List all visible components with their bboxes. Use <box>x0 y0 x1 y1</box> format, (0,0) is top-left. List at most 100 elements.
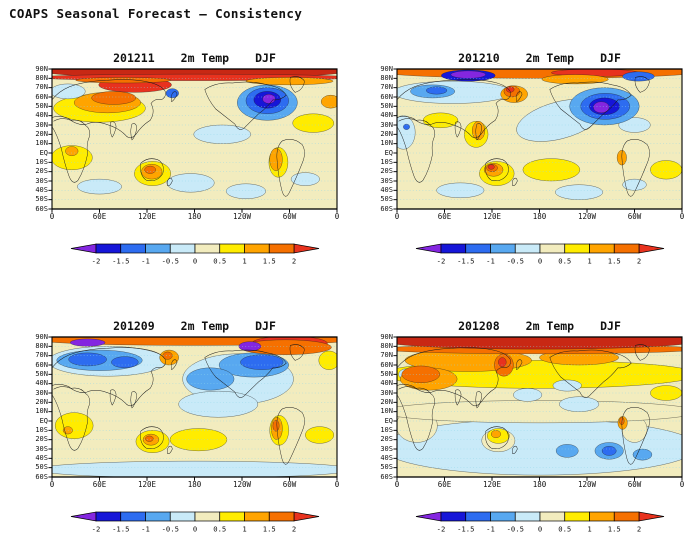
panel-title-variable: 2m Temp <box>180 51 230 65</box>
lat-axis-label: EQ <box>384 148 393 157</box>
lon-axis-label: 120W <box>232 212 252 221</box>
colorbar-segment <box>194 511 220 522</box>
panel-title: 201211 2m Temp DJF <box>52 51 337 65</box>
colorbar-segment <box>514 243 540 254</box>
colorbar-label: -2 <box>436 525 445 534</box>
anomaly-blob-mblue <box>240 354 284 370</box>
anomaly-blob-red <box>487 164 495 170</box>
lat-axis-label: 30S <box>35 176 48 185</box>
lat-axis-label: 20S <box>35 435 48 444</box>
anomaly-blob-pale <box>52 460 337 477</box>
anomaly-blob-mblue <box>68 352 107 367</box>
colorbar-above-arrow <box>638 243 664 254</box>
lon-axis: 0 60E 120E 180 120W 60W 0 <box>49 480 340 490</box>
colorbar: -2 -1.5 -1 -0.5 0 0.5 1 1.5 2 <box>70 243 319 266</box>
lat-axis-label: 30S <box>380 176 393 185</box>
colorbar-label: 2 <box>291 257 295 266</box>
lat-axis-label: EQ <box>384 416 393 425</box>
colorbar-label: -2 <box>91 257 100 266</box>
lat-axis-label: 30N <box>380 120 393 129</box>
colorbar-segment <box>268 511 294 522</box>
map-canvas <box>393 68 683 213</box>
lat-axis-label: 50N <box>35 101 48 110</box>
anomaly-blob-pale <box>552 379 582 392</box>
anomaly-blob-mblue <box>601 446 617 456</box>
lon-axis-label: 120W <box>232 480 252 489</box>
map-canvas <box>48 336 338 481</box>
colorbar-segment <box>119 511 146 522</box>
lat-axis-label: 40S <box>380 185 393 194</box>
lat-axis-label: 20S <box>35 167 48 176</box>
lat-axis-label: 10N <box>380 407 393 416</box>
colorbar-label: -0.5 <box>161 525 178 534</box>
lat-axis-label: 60N <box>35 92 48 101</box>
colorbar-segment <box>243 511 270 522</box>
lat-axis-label: 40N <box>35 111 48 120</box>
anomaly-blob-orange <box>269 148 283 171</box>
lat-axis-label: 50S <box>35 463 48 472</box>
colorbar-label: 0 <box>537 257 541 266</box>
colorbar-segment <box>440 511 466 522</box>
lon-axis: 0 60E 120E 180 120W 60W 0 <box>49 212 340 222</box>
anomaly-blob-yellow <box>422 112 459 128</box>
lon-axis: 0 60E 120E 180 120W 60W 0 <box>395 212 685 222</box>
lat-axis: 90N 80N 70N 60N 50N 40N 30N 20N 10N EQ 10S 20S 30S 40… <box>357 65 394 212</box>
colorbar-label: -0.5 <box>506 257 523 266</box>
lat-axis-label: 30S <box>380 444 393 453</box>
lon-axis-label: 60E <box>92 212 107 221</box>
anomaly-blob-purple <box>70 338 106 347</box>
colorbar-below-arrow <box>415 511 441 522</box>
colorbar-label: -1 <box>486 525 495 534</box>
colorbar-label: 1.5 <box>607 525 620 534</box>
lat-axis-label: 60N <box>35 360 48 369</box>
colorbar-label: -1.5 <box>457 257 474 266</box>
lon-axis-label: 60W <box>627 212 642 221</box>
anomaly-blob-purple <box>262 94 276 104</box>
lat-axis-label: 80N <box>380 73 393 82</box>
panel-title-variable: 2m Temp <box>525 319 575 333</box>
lat-axis-label: 20N <box>35 129 48 138</box>
lat-axis-label: 50N <box>35 369 48 378</box>
lat-axis-label: 70N <box>35 351 48 360</box>
lon-axis-label: 180 <box>532 212 547 221</box>
anomaly-blob-mblue <box>111 356 139 368</box>
colorbar-segment <box>588 243 615 254</box>
lat-axis-label: 50N <box>380 369 393 378</box>
panel-title: 201209 2m Temp DJF <box>52 319 337 333</box>
panel-title-variable: 2m Temp <box>180 319 230 333</box>
lon-axis-label: 0 <box>49 480 55 489</box>
lat-axis-label: 60S <box>380 204 393 213</box>
colorbar-label: -1 <box>141 525 150 534</box>
lat-axis-label: 10S <box>35 157 48 166</box>
lon-axis-label: 120E <box>137 480 157 489</box>
colorbar-segment <box>119 243 146 254</box>
lat-axis-label: 40N <box>35 379 48 388</box>
colorbar-label: -2 <box>436 257 445 266</box>
lon-axis-label: 0 <box>49 212 55 221</box>
anomaly-blob-pale <box>226 183 266 199</box>
anomaly-blob-dkor <box>145 435 154 442</box>
anomaly-blob-yellow <box>650 160 682 180</box>
anomaly-blob-dkor <box>91 91 137 105</box>
lon-axis-label: 60E <box>437 212 452 221</box>
colorbar-segment <box>539 243 565 254</box>
lat-axis-label: EQ <box>39 416 48 425</box>
anomaly-blob-sky <box>555 444 579 458</box>
colorbar-segment <box>514 511 540 522</box>
lat-axis-label: 20S <box>380 435 393 444</box>
anomaly-blob-pale <box>193 124 251 144</box>
panel-201209: 201209 2m Temp DJF 90N 80N 70N 60N 50N 40N 30N… <box>12 317 342 535</box>
colorbar-segment <box>268 243 294 254</box>
colorbar-segment <box>169 243 195 254</box>
colorbar-segment <box>243 243 270 254</box>
colorbar-label: 0.5 <box>213 257 226 266</box>
colorbar-segment <box>144 243 171 254</box>
lat-axis-label: 40S <box>35 185 48 194</box>
lat-axis-label: 80N <box>35 73 48 82</box>
lat-axis-label: 20N <box>35 397 48 406</box>
panel-title: 201208 2m Temp DJF <box>397 319 682 333</box>
colorbar-segment <box>588 511 615 522</box>
colorbar-label: 0 <box>192 257 196 266</box>
colorbar-segment <box>95 511 121 522</box>
anomaly-blob-yellow <box>305 426 334 444</box>
